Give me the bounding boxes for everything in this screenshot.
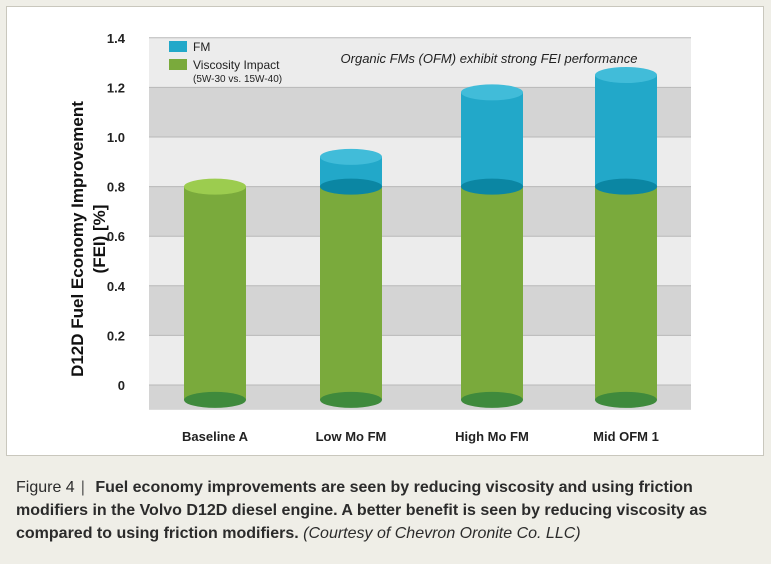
- y-tick-label: 0: [118, 378, 125, 393]
- y-tick-label: 0.6: [107, 229, 125, 244]
- chart-frame: 0 0.2 0.4 0.6 0.8 1.0 1.2 1.4 Baseline A Low Mo …: [6, 6, 764, 456]
- bar-segment-viscosity: [595, 186, 657, 400]
- legend-label: FM: [193, 40, 210, 54]
- caption-credit: (Courtesy of Chevron Oronite Co. LLC): [303, 525, 581, 542]
- x-tick-label: High Mo FM: [455, 429, 529, 444]
- bar-segment-fm: [595, 75, 657, 187]
- bar-base: [320, 391, 382, 408]
- chart-annotation: Organic FMs (OFM) exhibit strong FEI per…: [341, 51, 638, 66]
- bar-segment-fm: [461, 92, 523, 187]
- y-tick-label: 0.4: [107, 279, 126, 294]
- bar-high-mo-fm: [461, 84, 523, 408]
- caption-separator: |: [80, 479, 85, 496]
- bar-cap: [461, 84, 523, 101]
- x-axis-ticks: Baseline A Low Mo FM High Mo FM Mid OFM 1: [182, 429, 659, 444]
- x-tick-label: Low Mo FM: [316, 429, 387, 444]
- bars: [184, 67, 657, 408]
- figure-label: Figure 4: [16, 479, 75, 496]
- bar-low-mo-fm: [320, 148, 382, 408]
- bar-segment-viscosity: [320, 186, 382, 400]
- y-tick-label: 1.2: [107, 80, 125, 95]
- legend-label: Viscosity Impact: [193, 58, 280, 72]
- bar-cap: [320, 148, 382, 165]
- bar-mid-ofm-1: [595, 67, 657, 408]
- x-tick-label: Mid OFM 1: [593, 429, 659, 444]
- bar-cap: [184, 178, 246, 195]
- y-tick-label: 1.4: [107, 31, 126, 46]
- y-axis-label-line1: D12D Fuel Economy Improvement: [68, 101, 87, 377]
- y-axis-ticks: 0 0.2 0.4 0.6 0.8 1.0 1.2 1.4: [107, 31, 126, 393]
- figure-caption: Figure 4 | Fuel economy improvements are …: [16, 476, 756, 545]
- bar-joint: [320, 178, 382, 195]
- y-tick-label: 0.8: [107, 180, 125, 195]
- legend-swatch: [169, 59, 187, 70]
- bar-joint: [595, 178, 657, 195]
- y-tick-label: 1.0: [107, 130, 125, 145]
- bar-base: [595, 391, 657, 408]
- bar-joint: [461, 178, 523, 195]
- bar-chart: 0 0.2 0.4 0.6 0.8 1.0 1.2 1.4 Baseline A Low Mo …: [68, 31, 691, 444]
- y-axis-label-line2: (FEI) [%]: [90, 205, 109, 274]
- y-tick-label: 0.2: [107, 328, 125, 343]
- bar-baseline-a: [184, 178, 246, 408]
- caption-text: Fuel economy improvements are seen by re…: [16, 479, 708, 542]
- legend-swatch: [169, 41, 187, 52]
- bar-base: [461, 391, 523, 408]
- legend-sublabel: (5W-30 vs. 15W-40): [193, 74, 282, 85]
- bar-segment-viscosity: [184, 186, 246, 400]
- legend: FM Viscosity Impact (5W-30 vs. 15W-40): [169, 40, 282, 85]
- bar-segment-viscosity: [461, 186, 523, 400]
- bar-cap: [595, 67, 657, 83]
- y-axis-label: D12D Fuel Economy Improvement (FEI) [%]: [68, 101, 109, 377]
- x-tick-label: Baseline A: [182, 429, 249, 444]
- bar-base: [184, 391, 246, 408]
